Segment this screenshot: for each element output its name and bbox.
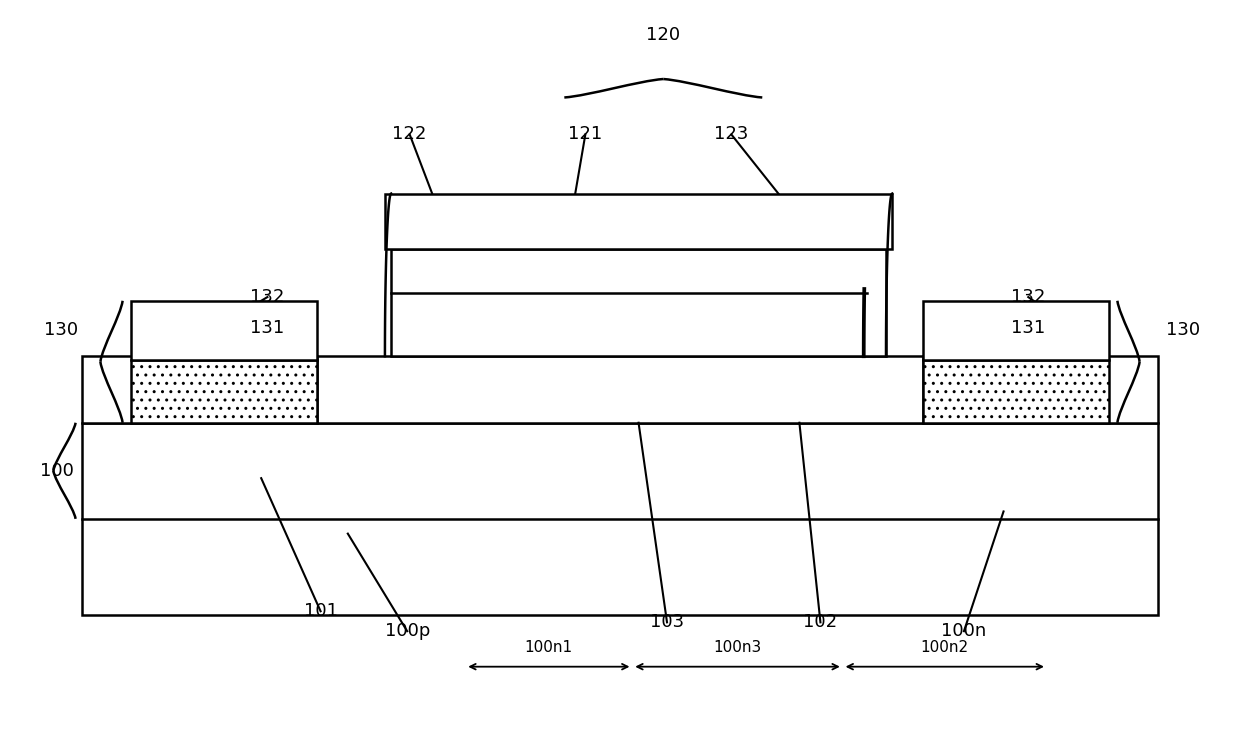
Text: 100: 100 (40, 462, 74, 480)
Text: 100n1: 100n1 (525, 640, 573, 655)
Text: 130: 130 (1166, 321, 1200, 339)
Text: 131: 131 (1011, 319, 1045, 337)
Text: 132: 132 (250, 288, 284, 306)
Text: 131: 131 (250, 319, 284, 337)
Text: 100n: 100n (941, 623, 987, 640)
Bar (82, 356, 317, 423)
Bar (82, 423, 1158, 615)
Bar (384, 194, 893, 249)
Text: 103: 103 (650, 614, 684, 631)
Bar (923, 356, 1158, 423)
Bar (923, 360, 1109, 423)
Text: 120: 120 (646, 26, 681, 44)
Bar (131, 301, 317, 360)
Bar (923, 301, 1109, 360)
Text: 101: 101 (304, 603, 337, 620)
Text: 132: 132 (1011, 288, 1045, 306)
Text: 100n2: 100n2 (921, 640, 968, 655)
Text: 123: 123 (714, 125, 749, 143)
Text: 102: 102 (804, 614, 837, 631)
Text: 100p: 100p (384, 623, 430, 640)
Text: 122: 122 (393, 125, 427, 143)
Bar (391, 249, 887, 356)
Text: 121: 121 (568, 125, 603, 143)
Bar (317, 356, 923, 423)
Text: 130: 130 (43, 321, 78, 339)
Bar (131, 360, 317, 423)
Text: 100n3: 100n3 (713, 640, 761, 655)
